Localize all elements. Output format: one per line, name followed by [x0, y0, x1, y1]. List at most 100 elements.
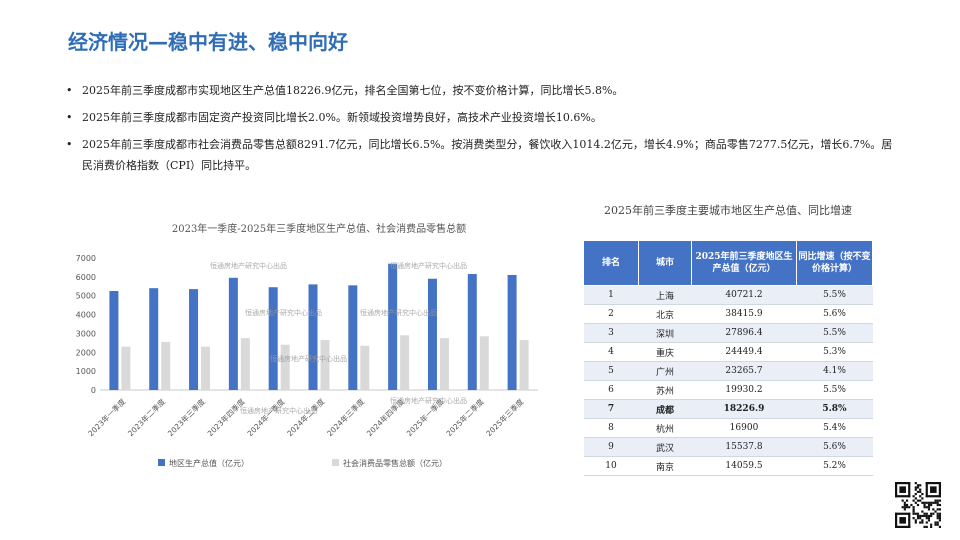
cell-city: 南京	[638, 456, 692, 476]
gdp-retail-bar-chart: 2023年一季度-2025年三季度地区生产总值、社会消费品零售总额 0 1000 20…	[76, 222, 538, 468]
bar-retail	[400, 335, 410, 390]
cell-rank: 7	[583, 399, 639, 419]
bar-retail	[121, 346, 131, 390]
city-gdp-table: 排名 城市 2025年前三季度地区生产总值（亿元） 同比增速（按不变价格计算） …	[583, 240, 873, 476]
cell-city: 苏州	[638, 380, 692, 400]
cell-city: 广州	[638, 361, 692, 381]
bar-retail	[320, 340, 330, 390]
cell-city: 成都	[638, 399, 692, 419]
bar-retail	[360, 345, 370, 390]
x-tick-label: 2023年二季度	[125, 396, 167, 438]
chart-title: 2023年一季度-2025年三季度地区生产总值、社会消费品零售总额	[172, 222, 466, 235]
bar-gdp	[268, 287, 278, 390]
header-growth: 同比增速（按不变价格计算）	[796, 240, 873, 286]
bar-gdp	[427, 278, 437, 390]
bar-retail	[240, 338, 250, 390]
y-tick-label: 3000	[76, 329, 96, 338]
table-row: 5 广州 23265.7 4.1%	[583, 361, 873, 381]
table-title: 2025年前三季度主要城市地区生产总值、同比增速	[604, 204, 852, 217]
cell-city: 武汉	[638, 437, 692, 457]
cell-city: 上海	[638, 285, 692, 305]
watermark-text: 恒通房地产研究中心出品	[390, 396, 467, 405]
y-tick-label: 6000	[76, 273, 96, 282]
watermark-text: 恒通房地产研究中心出品	[360, 308, 437, 317]
table-row: 4 重庆 24449.4 5.3%	[583, 342, 873, 362]
bar-retail	[201, 346, 211, 390]
bullet-gdp: 2025年前三季度成都市实现地区生产总值18226.9亿元，排名全国第七位，按不…	[64, 80, 894, 101]
cell-gdp: 38415.9	[691, 304, 797, 324]
bar-gdp	[149, 288, 159, 390]
cell-growth: 5.5%	[796, 285, 873, 305]
cell-city: 深圳	[638, 323, 692, 343]
y-tick-label: 2000	[76, 348, 96, 357]
bar-gdp	[507, 274, 517, 390]
cell-growth: 5.6%	[796, 304, 873, 324]
table-row: 3 深圳 27896.4 5.5%	[583, 323, 873, 343]
cell-gdp: 27896.4	[691, 323, 797, 343]
table-row: 6 苏州 19930.2 5.5%	[583, 380, 873, 400]
cell-rank: 9	[583, 437, 639, 457]
x-tick-label: 2023年四季度	[205, 396, 247, 438]
legend-label: 社会消费品零售总额（亿元）	[343, 458, 447, 468]
cell-rank: 6	[583, 380, 639, 400]
cell-rank: 10	[583, 456, 639, 476]
watermark-text: 恒通房地产研究中心出品	[390, 261, 467, 270]
x-tick-label: 2024年二季度	[285, 396, 327, 438]
cell-city: 重庆	[638, 342, 692, 362]
table-row: 8 杭州 16900 5.4%	[583, 418, 873, 438]
cell-gdp: 40721.2	[691, 285, 797, 305]
y-tick-label: 5000	[76, 292, 96, 301]
cell-rank: 1	[583, 285, 639, 305]
bar-retail	[161, 341, 171, 390]
cell-growth: 5.2%	[796, 456, 873, 476]
bar-retail	[439, 338, 449, 390]
table-row: 1 上海 40721.2 5.5%	[583, 285, 873, 305]
cell-gdp: 19930.2	[691, 380, 797, 400]
page-title: 经济情况—稳中有进、稳中向好	[68, 30, 348, 54]
bar-gdp	[109, 291, 119, 390]
y-tick-label: 7000	[76, 254, 96, 263]
cell-gdp: 16900	[691, 418, 797, 438]
table-row: 9 武汉 15537.8 5.6%	[583, 437, 873, 457]
cell-gdp: 18226.9	[691, 399, 797, 419]
bar-retail	[519, 340, 529, 390]
bar-gdp	[467, 274, 477, 390]
legend-swatch	[158, 459, 165, 466]
watermark-text: 恒通房地产研究中心出品	[210, 261, 287, 270]
cell-gdp: 23265.7	[691, 361, 797, 381]
header-city: 城市	[638, 240, 692, 286]
header-rank: 排名	[583, 240, 639, 286]
city-gdp-table-panel: 2025年前三季度主要城市地区生产总值、同比增速 排名 城市 2025年前三季度…	[583, 202, 873, 476]
cell-growth: 5.6%	[796, 437, 873, 457]
bar-gdp	[308, 284, 318, 390]
cell-gdp: 14059.5	[691, 456, 797, 476]
cell-growth: 5.4%	[796, 418, 873, 438]
watermark-text: 恒通房地产研究中心出品	[270, 354, 347, 363]
y-tick-label: 4000	[76, 311, 96, 320]
cell-city: 北京	[638, 304, 692, 324]
bar-retail	[280, 344, 290, 390]
table-header-row: 排名 城市 2025年前三季度地区生产总值（亿元） 同比增速（按不变价格计算）	[583, 240, 873, 286]
qr-code-icon	[895, 482, 941, 528]
watermark-text: 恒通房地产研究中心出品	[240, 406, 317, 415]
watermark-text: 恒通房地产研究中心出品	[245, 308, 322, 317]
y-tick-label: 1000	[76, 367, 96, 376]
cell-growth: 5.3%	[796, 342, 873, 362]
cell-growth: 5.5%	[796, 380, 873, 400]
y-tick-label: 0	[91, 386, 96, 395]
table-row: 2 北京 38415.9 5.6%	[583, 304, 873, 324]
bar-gdp	[189, 289, 199, 390]
cell-rank: 2	[583, 304, 639, 324]
x-tick-label: 2025年三季度	[484, 396, 526, 438]
bar-gdp	[228, 277, 238, 390]
cell-gdp: 24449.4	[691, 342, 797, 362]
cell-city: 杭州	[638, 418, 692, 438]
header-gdp: 2025年前三季度地区生产总值（亿元）	[691, 240, 797, 286]
x-tick-label: 2024年三季度	[324, 396, 366, 438]
cell-growth: 4.1%	[796, 361, 873, 381]
cell-gdp: 15537.8	[691, 437, 797, 457]
cell-rank: 5	[583, 361, 639, 381]
bullet-list: 2025年前三季度成都市实现地区生产总值18226.9亿元，排名全国第七位，按不…	[64, 80, 894, 182]
legend-label: 地区生产总值（亿元）	[169, 458, 249, 468]
cell-rank: 4	[583, 342, 639, 362]
